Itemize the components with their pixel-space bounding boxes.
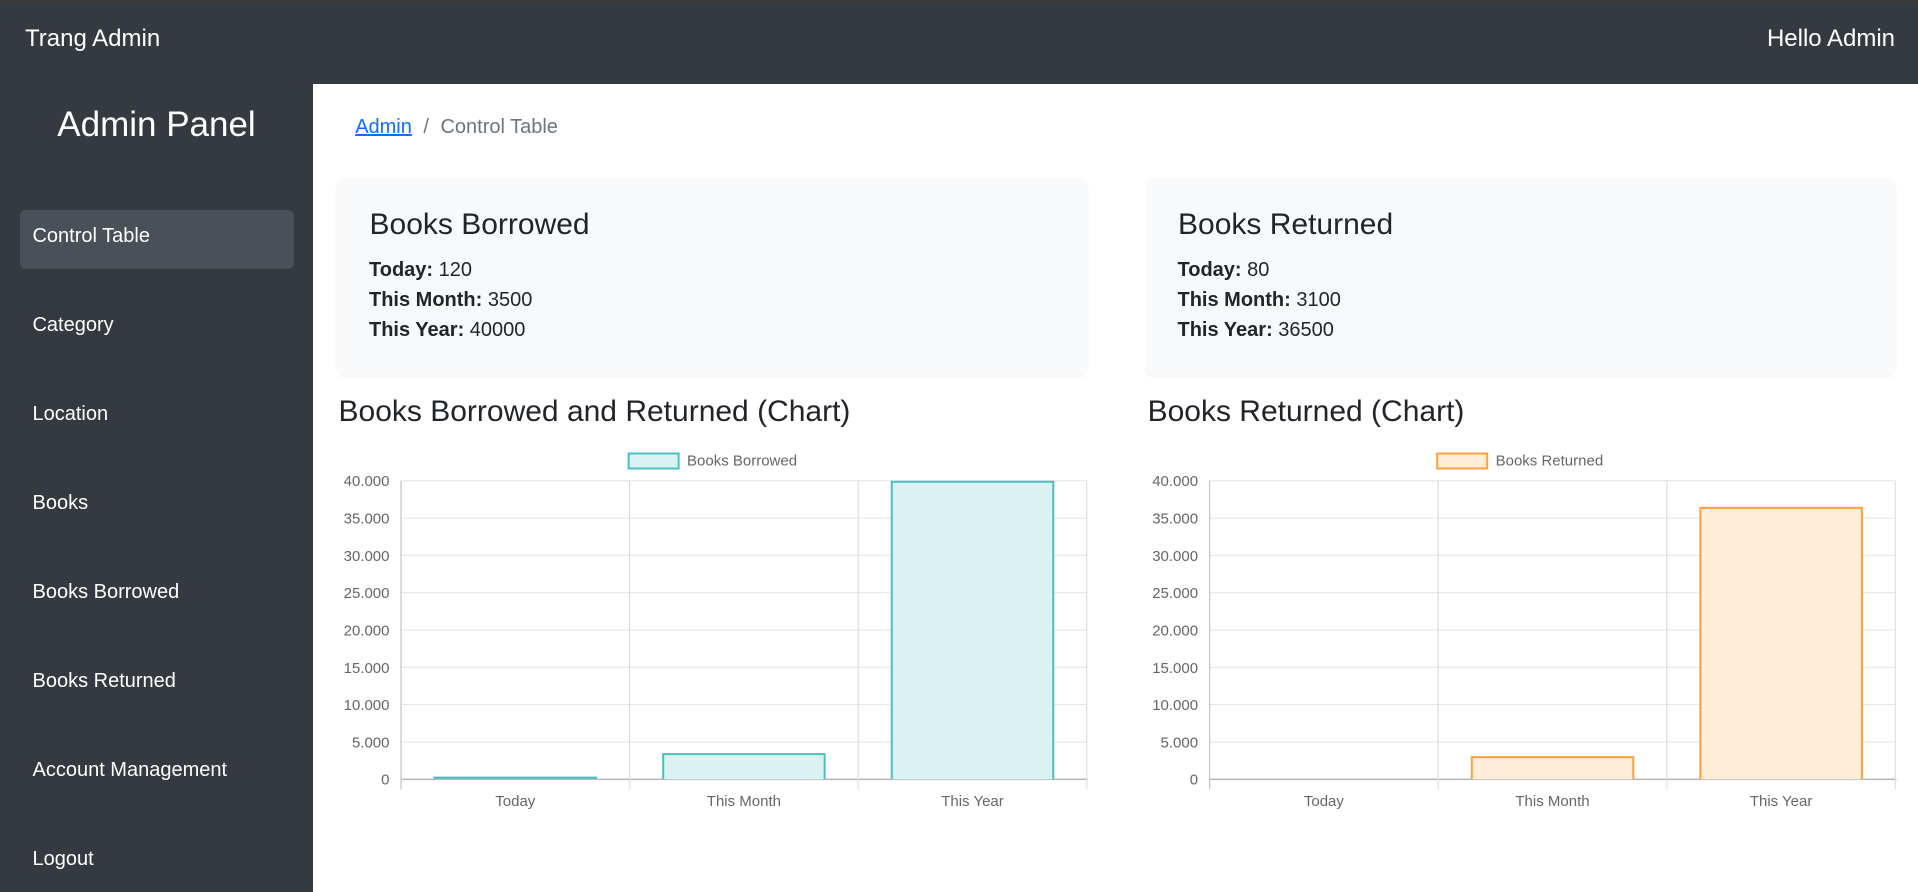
svg-text:35.000: 35.000 — [344, 511, 390, 528]
svg-text:Today: Today — [495, 793, 536, 810]
svg-text:This Month: This Month — [707, 793, 781, 810]
svg-text:15.000: 15.000 — [344, 660, 390, 677]
svg-text:25.000: 25.000 — [344, 585, 390, 602]
svg-text:Today: Today — [1304, 793, 1345, 810]
svg-text:5.000: 5.000 — [1161, 734, 1199, 751]
svg-text:This Year: This Year — [1750, 793, 1813, 810]
svg-text:10.000: 10.000 — [1152, 697, 1198, 714]
svg-text:15.000: 15.000 — [1152, 660, 1198, 677]
svg-text:Books Borrowed: Books Borrowed — [687, 453, 797, 470]
svg-text:0: 0 — [1190, 772, 1198, 789]
svg-text:30.000: 30.000 — [344, 548, 390, 565]
svg-text:30.000: 30.000 — [1152, 548, 1198, 565]
svg-text:20.000: 20.000 — [344, 622, 390, 639]
svg-text:25.000: 25.000 — [1152, 585, 1198, 602]
svg-text:5.000: 5.000 — [352, 734, 390, 751]
svg-text:40.000: 40.000 — [1152, 473, 1198, 490]
svg-text:0: 0 — [381, 772, 389, 789]
svg-text:20.000: 20.000 — [1152, 622, 1198, 639]
svg-text:40.000: 40.000 — [344, 473, 390, 490]
svg-text:This Month: This Month — [1515, 793, 1589, 810]
svg-text:This Year: This Year — [941, 793, 1004, 810]
svg-text:35.000: 35.000 — [1152, 511, 1198, 528]
svg-text:10.000: 10.000 — [344, 697, 390, 714]
svg-text:Books Returned: Books Returned — [1496, 453, 1604, 470]
